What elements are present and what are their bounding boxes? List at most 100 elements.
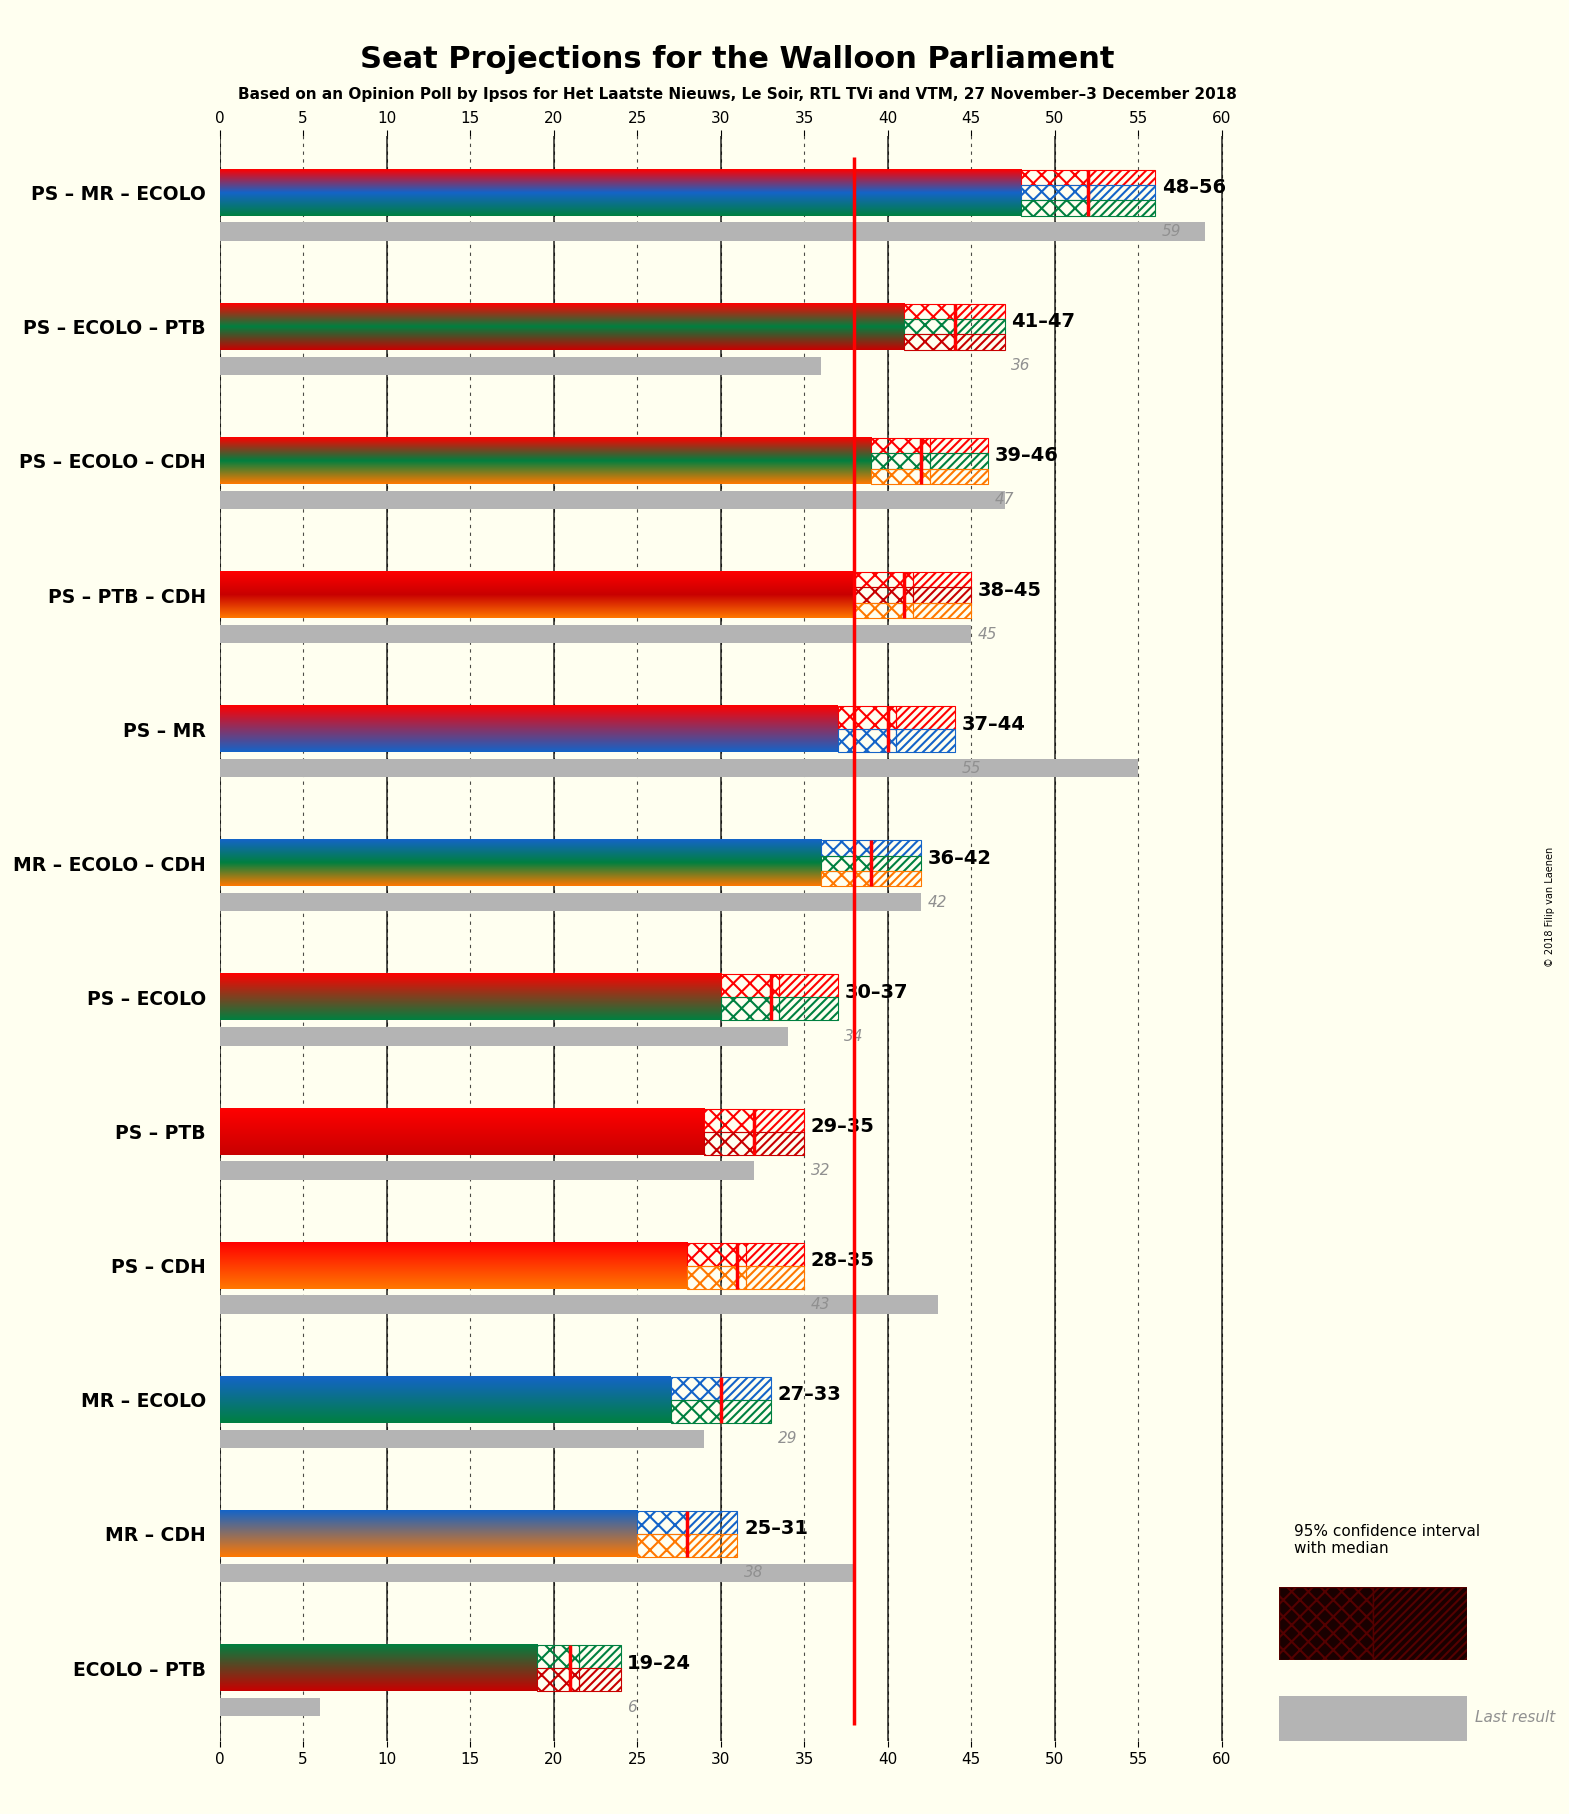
- Bar: [855, 571, 913, 588]
- Bar: [871, 871, 921, 887]
- Text: 25–31: 25–31: [744, 1520, 808, 1538]
- Text: 29–35: 29–35: [811, 1117, 876, 1136]
- Bar: [220, 223, 1205, 241]
- Text: 45: 45: [977, 626, 998, 642]
- Bar: [220, 1698, 320, 1716]
- Bar: [954, 334, 1004, 350]
- Bar: [929, 468, 988, 484]
- Bar: [720, 1400, 770, 1422]
- Bar: [780, 998, 838, 1021]
- Bar: [720, 1377, 770, 1400]
- Bar: [755, 1132, 805, 1156]
- Bar: [929, 437, 988, 454]
- Bar: [579, 1669, 620, 1691]
- Bar: [687, 1243, 745, 1266]
- Bar: [670, 1377, 720, 1400]
- Text: Seat Projections for the Walloon Parliament: Seat Projections for the Walloon Parliam…: [361, 45, 1114, 74]
- Text: 59: 59: [1161, 225, 1181, 239]
- Text: 48–56: 48–56: [1161, 178, 1225, 198]
- Bar: [745, 1266, 805, 1288]
- Bar: [220, 892, 921, 911]
- Bar: [1089, 185, 1155, 200]
- Bar: [954, 319, 1004, 334]
- Bar: [1089, 169, 1155, 185]
- Bar: [220, 1564, 855, 1582]
- Bar: [220, 1161, 755, 1179]
- Text: 28–35: 28–35: [811, 1252, 876, 1270]
- Bar: [871, 437, 929, 454]
- Bar: [220, 758, 1138, 778]
- Bar: [855, 588, 913, 602]
- Text: 38: 38: [744, 1565, 764, 1580]
- Bar: [1021, 185, 1089, 200]
- Text: 43: 43: [811, 1297, 830, 1312]
- Bar: [687, 1266, 745, 1288]
- Bar: [855, 602, 913, 619]
- Text: 29: 29: [778, 1431, 797, 1446]
- Bar: [579, 1645, 620, 1669]
- Bar: [929, 454, 988, 468]
- Text: 37–44: 37–44: [962, 715, 1025, 733]
- Text: © 2018 Filip van Laenen: © 2018 Filip van Laenen: [1545, 847, 1555, 967]
- Bar: [821, 856, 871, 871]
- Bar: [871, 840, 921, 856]
- Text: 36: 36: [1012, 357, 1031, 374]
- Bar: [537, 1669, 579, 1691]
- Text: 39–46: 39–46: [995, 446, 1059, 466]
- Bar: [913, 602, 971, 619]
- Bar: [904, 334, 954, 350]
- Bar: [720, 974, 780, 998]
- Bar: [537, 1645, 579, 1669]
- Bar: [838, 706, 896, 729]
- Text: 30–37: 30–37: [844, 983, 908, 1001]
- Bar: [220, 1027, 788, 1045]
- Bar: [871, 454, 929, 468]
- Text: 95% confidence interval
with median: 95% confidence interval with median: [1294, 1524, 1481, 1556]
- Text: 19–24: 19–24: [628, 1654, 692, 1673]
- Text: Last result: Last result: [1475, 1711, 1555, 1725]
- Bar: [1021, 200, 1089, 216]
- Bar: [838, 729, 896, 753]
- Bar: [871, 856, 921, 871]
- Text: 32: 32: [811, 1163, 830, 1177]
- Bar: [821, 871, 871, 887]
- Bar: [904, 319, 954, 334]
- Bar: [220, 1429, 704, 1448]
- Bar: [745, 1243, 805, 1266]
- Text: 6: 6: [628, 1700, 637, 1714]
- Bar: [704, 1132, 755, 1156]
- Text: 27–33: 27–33: [778, 1386, 841, 1404]
- Text: 38–45: 38–45: [977, 580, 1042, 599]
- Bar: [1373, 1587, 1467, 1660]
- Bar: [1021, 169, 1089, 185]
- Bar: [1089, 200, 1155, 216]
- Text: 34: 34: [844, 1029, 865, 1043]
- Bar: [687, 1535, 737, 1556]
- Bar: [1279, 1587, 1373, 1660]
- Bar: [220, 357, 821, 375]
- Text: Based on an Opinion Poll by Ipsos for Het Laatste Nieuws, Le Soir, RTL TVi and V: Based on an Opinion Poll by Ipsos for He…: [238, 87, 1236, 102]
- Bar: [913, 571, 971, 588]
- Text: 36–42: 36–42: [927, 849, 992, 867]
- Text: 41–47: 41–47: [1012, 312, 1075, 332]
- Bar: [896, 706, 954, 729]
- Bar: [904, 303, 954, 319]
- Bar: [871, 468, 929, 484]
- Bar: [670, 1400, 720, 1422]
- Bar: [637, 1535, 687, 1556]
- Bar: [896, 729, 954, 753]
- Bar: [821, 840, 871, 856]
- Text: 55: 55: [962, 760, 981, 776]
- Bar: [220, 1295, 938, 1313]
- Bar: [220, 624, 971, 644]
- Bar: [780, 974, 838, 998]
- Bar: [755, 1108, 805, 1132]
- Text: 47: 47: [995, 492, 1014, 508]
- Bar: [687, 1511, 737, 1535]
- Text: 42: 42: [927, 894, 948, 911]
- Bar: [913, 588, 971, 602]
- Bar: [720, 998, 780, 1021]
- Bar: [220, 490, 1004, 510]
- Bar: [704, 1108, 755, 1132]
- Bar: [954, 303, 1004, 319]
